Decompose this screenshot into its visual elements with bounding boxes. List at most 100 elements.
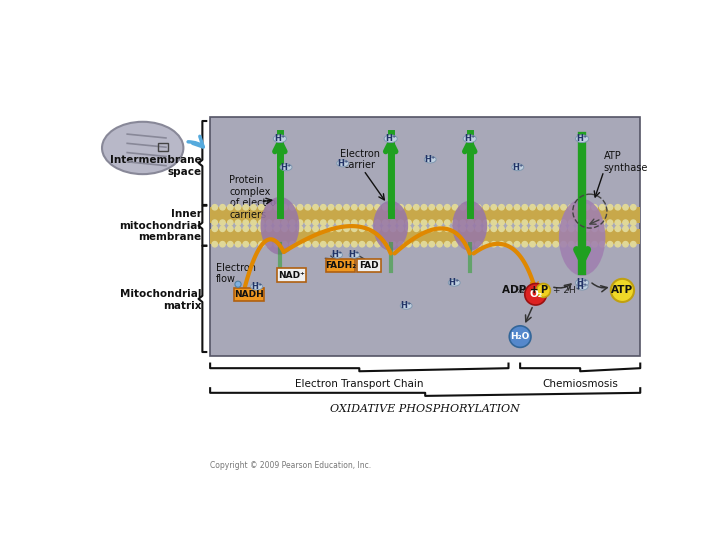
Circle shape bbox=[452, 220, 458, 225]
Circle shape bbox=[413, 220, 419, 225]
Circle shape bbox=[561, 220, 566, 225]
Text: H⁺: H⁺ bbox=[251, 282, 262, 291]
Circle shape bbox=[235, 220, 240, 225]
Circle shape bbox=[235, 281, 241, 287]
Circle shape bbox=[344, 220, 349, 225]
Circle shape bbox=[545, 205, 551, 210]
FancyBboxPatch shape bbox=[277, 268, 306, 281]
Circle shape bbox=[444, 226, 450, 232]
Circle shape bbox=[320, 205, 326, 210]
Circle shape bbox=[499, 220, 504, 225]
Text: H₂O: H₂O bbox=[510, 332, 530, 341]
Text: H⁺: H⁺ bbox=[348, 251, 360, 260]
Circle shape bbox=[266, 220, 271, 225]
Circle shape bbox=[536, 284, 550, 298]
Circle shape bbox=[312, 226, 318, 232]
Text: H⁺: H⁺ bbox=[464, 134, 475, 143]
Circle shape bbox=[390, 220, 396, 225]
Circle shape bbox=[312, 205, 318, 210]
Circle shape bbox=[243, 226, 248, 232]
Circle shape bbox=[398, 205, 403, 210]
Circle shape bbox=[297, 241, 302, 247]
Circle shape bbox=[483, 205, 489, 210]
Circle shape bbox=[607, 226, 613, 232]
Circle shape bbox=[437, 241, 442, 247]
Text: O₂: O₂ bbox=[529, 289, 542, 299]
Ellipse shape bbox=[449, 279, 460, 286]
Ellipse shape bbox=[373, 201, 408, 251]
Ellipse shape bbox=[575, 279, 589, 287]
Text: + 2H⁺: + 2H⁺ bbox=[553, 286, 580, 295]
Circle shape bbox=[266, 241, 271, 247]
Circle shape bbox=[522, 205, 528, 210]
Circle shape bbox=[382, 220, 388, 225]
Text: Electron
flow: Electron flow bbox=[216, 262, 256, 284]
Circle shape bbox=[429, 226, 434, 232]
Circle shape bbox=[390, 241, 396, 247]
Text: FAD: FAD bbox=[359, 261, 379, 270]
Circle shape bbox=[398, 220, 403, 225]
Text: H⁺: H⁺ bbox=[332, 251, 343, 260]
Circle shape bbox=[584, 241, 590, 247]
Circle shape bbox=[228, 241, 233, 247]
Circle shape bbox=[576, 205, 582, 210]
Circle shape bbox=[351, 205, 357, 210]
Circle shape bbox=[623, 226, 629, 232]
Text: H⁺: H⁺ bbox=[512, 163, 523, 172]
Text: Inner
mitochondrial
membrane: Inner mitochondrial membrane bbox=[120, 209, 202, 242]
Circle shape bbox=[452, 241, 458, 247]
Circle shape bbox=[359, 226, 365, 232]
Circle shape bbox=[282, 205, 287, 210]
Circle shape bbox=[631, 226, 636, 232]
Circle shape bbox=[406, 241, 411, 247]
Text: H⁺: H⁺ bbox=[281, 163, 292, 172]
Circle shape bbox=[266, 226, 271, 232]
Ellipse shape bbox=[251, 283, 263, 290]
Circle shape bbox=[212, 241, 217, 247]
Circle shape bbox=[413, 226, 419, 232]
Circle shape bbox=[421, 220, 427, 225]
Circle shape bbox=[228, 205, 233, 210]
Circle shape bbox=[569, 220, 574, 225]
Circle shape bbox=[429, 205, 434, 210]
Circle shape bbox=[251, 241, 256, 247]
Bar bbox=[210, 229, 640, 244]
Circle shape bbox=[274, 220, 279, 225]
Circle shape bbox=[266, 205, 271, 210]
Circle shape bbox=[320, 220, 326, 225]
Circle shape bbox=[220, 205, 225, 210]
Circle shape bbox=[545, 241, 551, 247]
Circle shape bbox=[220, 226, 225, 232]
Circle shape bbox=[336, 241, 341, 247]
Ellipse shape bbox=[424, 156, 436, 163]
Bar bbox=[158, 143, 168, 151]
Circle shape bbox=[444, 205, 450, 210]
Circle shape bbox=[398, 226, 403, 232]
Circle shape bbox=[444, 220, 450, 225]
Text: ATP: ATP bbox=[611, 286, 634, 295]
Circle shape bbox=[615, 226, 621, 232]
Ellipse shape bbox=[261, 197, 300, 254]
Circle shape bbox=[569, 226, 574, 232]
Circle shape bbox=[297, 205, 302, 210]
Circle shape bbox=[251, 226, 256, 232]
Circle shape bbox=[538, 241, 543, 247]
Circle shape bbox=[476, 220, 481, 225]
Circle shape bbox=[367, 220, 372, 225]
Ellipse shape bbox=[452, 201, 487, 251]
Circle shape bbox=[305, 220, 310, 225]
Circle shape bbox=[615, 241, 621, 247]
Text: Electron Transport Chain: Electron Transport Chain bbox=[295, 379, 423, 389]
Text: Intermembrane
space: Intermembrane space bbox=[110, 156, 202, 177]
Circle shape bbox=[507, 220, 512, 225]
Circle shape bbox=[522, 241, 528, 247]
Circle shape bbox=[507, 241, 512, 247]
Circle shape bbox=[382, 205, 388, 210]
Circle shape bbox=[258, 241, 264, 247]
Circle shape bbox=[476, 241, 481, 247]
Circle shape bbox=[258, 226, 264, 232]
Circle shape bbox=[289, 226, 295, 232]
Circle shape bbox=[282, 220, 287, 225]
Circle shape bbox=[297, 220, 302, 225]
Circle shape bbox=[615, 220, 621, 225]
